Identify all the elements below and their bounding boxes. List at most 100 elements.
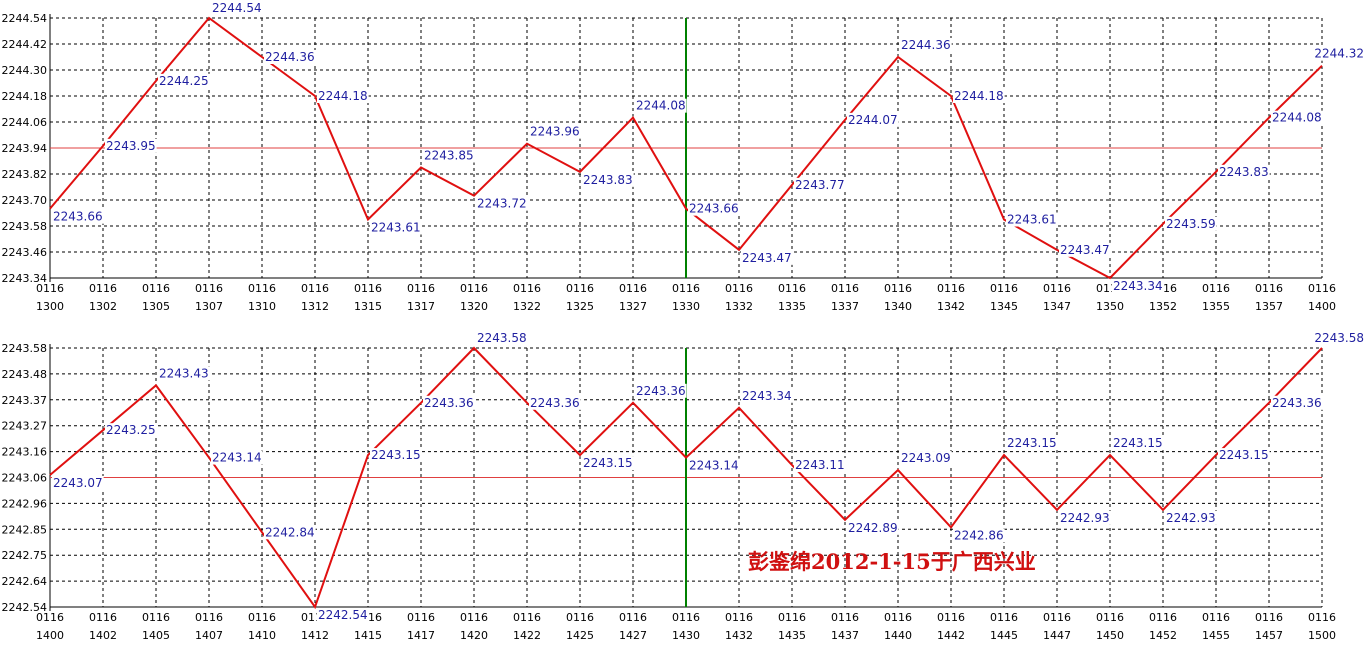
data-label: 2243.07	[53, 476, 103, 490]
x-tick-label-bottom: 1442	[937, 629, 965, 642]
x-tick-label-bottom: 1452	[1149, 629, 1177, 642]
x-tick-label-top: 0116	[990, 282, 1018, 295]
data-label-bg	[423, 148, 475, 163]
data-label: 2243.58	[477, 331, 527, 345]
x-tick-label-bottom: 1325	[566, 300, 594, 313]
data-label-bg	[1313, 46, 1365, 61]
data-label: 2242.86	[954, 528, 1004, 542]
x-tick-label-top: 0116	[1202, 282, 1230, 295]
data-label-bg	[582, 456, 634, 471]
x-tick-label-bottom: 1312	[301, 300, 329, 313]
x-tick-label-top: 0116	[36, 282, 64, 295]
y-tick-label: 2242.64	[2, 575, 48, 588]
x-tick-label-bottom: 1400	[36, 629, 64, 642]
data-label: 2243.36	[1272, 396, 1322, 410]
x-tick-label-bottom: 1357	[1255, 300, 1283, 313]
x-tick-label-top: 0116	[89, 282, 117, 295]
x-tick-label-bottom: 1432	[725, 629, 753, 642]
data-label: 2243.66	[689, 202, 739, 216]
data-label-bg	[741, 250, 793, 265]
x-tick-label-bottom: 1347	[1043, 300, 1071, 313]
x-tick-label-top: 0116	[248, 611, 276, 624]
x-tick-label-bottom: 1340	[884, 300, 912, 313]
x-tick-label-bottom: 1405	[142, 629, 170, 642]
data-label-bg	[52, 476, 104, 491]
x-tick-label-top: 0116	[884, 282, 912, 295]
data-label-bg	[105, 423, 157, 438]
data-label: 2243.61	[1007, 213, 1057, 227]
x-tick-label-bottom: 1320	[460, 300, 488, 313]
data-label: 2243.43	[159, 366, 209, 380]
y-tick-label: 2243.70	[2, 194, 48, 207]
data-label-bg	[1165, 216, 1217, 231]
data-label-bg	[317, 608, 369, 622]
data-label-bg	[953, 528, 1005, 543]
data-label-bg	[635, 383, 687, 398]
x-tick-label-top: 0116	[1043, 611, 1071, 624]
data-label-bg	[1271, 395, 1323, 410]
x-tick-label-bottom: 1322	[513, 300, 541, 313]
data-label: 2242.54	[318, 608, 368, 622]
y-tick-label: 2243.16	[2, 446, 48, 459]
x-tick-label-bottom: 1302	[89, 300, 117, 313]
data-label: 2243.58	[1314, 331, 1364, 345]
y-tick-label: 2243.58	[2, 220, 48, 233]
x-tick-label-top: 0116	[1255, 611, 1283, 624]
y-tick-label: 2242.75	[2, 549, 48, 562]
data-label: 2244.18	[954, 89, 1004, 103]
data-label: 2243.14	[689, 459, 739, 473]
data-label-bg	[1218, 164, 1270, 179]
data-label-bg	[741, 388, 793, 403]
data-label-bg	[529, 124, 581, 139]
x-tick-label-top: 0116	[619, 282, 647, 295]
x-tick-label-bottom: 1307	[195, 300, 223, 313]
y-tick-label: 2243.27	[2, 420, 48, 433]
x-tick-label-bottom: 1412	[301, 629, 329, 642]
x-tick-label-bottom: 1317	[407, 300, 435, 313]
x-tick-label-bottom: 1345	[990, 300, 1018, 313]
data-label: 2243.15	[583, 456, 633, 470]
y-tick-label: 2244.06	[2, 116, 48, 129]
data-label: 2243.96	[530, 125, 580, 139]
y-tick-label: 2243.34	[2, 272, 48, 285]
data-label: 2244.25	[159, 74, 209, 88]
x-tick-label-top: 0116	[1043, 282, 1071, 295]
y-tick-label: 2244.18	[2, 90, 48, 103]
data-label: 2242.93	[1166, 511, 1216, 525]
data-label-bg	[158, 73, 210, 88]
x-tick-label-top: 0116	[937, 611, 965, 624]
x-tick-label-top: 0116	[1308, 282, 1336, 295]
data-label-bg	[476, 331, 528, 345]
x-tick-label-top: 0116	[513, 282, 541, 295]
data-label: 2243.95	[106, 139, 156, 153]
data-label: 2243.72	[477, 197, 527, 211]
x-tick-label-top: 0116	[354, 282, 382, 295]
x-tick-label-bottom: 1352	[1149, 300, 1177, 313]
x-tick-label-top: 0116	[513, 611, 541, 624]
data-label: 2243.61	[371, 221, 421, 235]
data-label: 2244.08	[636, 99, 686, 113]
y-tick-label: 2243.48	[2, 368, 48, 381]
data-label-bg	[317, 89, 369, 103]
data-label-bg	[264, 50, 316, 64]
data-label-bg	[1112, 436, 1164, 451]
x-tick-label-top: 0116	[778, 282, 806, 295]
data-label-bg	[105, 138, 157, 153]
x-tick-label-top: 0116	[831, 282, 859, 295]
x-tick-label-top: 0116	[778, 611, 806, 624]
x-tick-label-bottom: 1457	[1255, 629, 1283, 642]
data-label: 2242.84	[265, 525, 315, 539]
data-label: 2243.36	[530, 396, 580, 410]
data-label-bg	[1059, 510, 1111, 525]
y-tick-label: 2243.37	[2, 394, 48, 407]
data-label-bg	[264, 525, 316, 540]
data-label: 2244.54	[212, 1, 262, 15]
x-tick-label-bottom: 1500	[1308, 629, 1336, 642]
x-tick-label-bottom: 1427	[619, 629, 647, 642]
x-tick-label-top: 0116	[1149, 611, 1177, 624]
x-tick-label-top: 0116	[566, 611, 594, 624]
x-tick-label-bottom: 1430	[672, 629, 700, 642]
chart-panel-1: 2244.54 2244.42 2244.30 2244.18 2244.06 2243.…	[2, 1, 1365, 313]
data-label-bg	[900, 451, 952, 466]
x-tick-label-bottom: 1450	[1096, 629, 1124, 642]
